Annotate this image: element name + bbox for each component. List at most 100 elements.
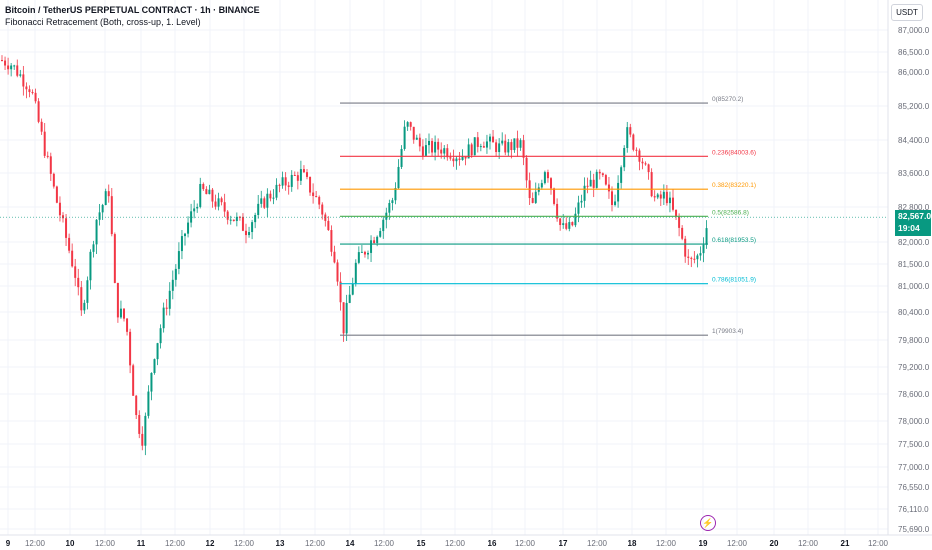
candle — [595, 169, 598, 189]
candle — [348, 285, 351, 304]
symbol-legend[interactable]: Bitcoin / TetherUS PERPETUAL CONTRACT · … — [5, 5, 260, 15]
time-tick-label: 12:00 — [234, 539, 255, 548]
candle — [83, 299, 86, 314]
candle — [312, 183, 315, 204]
candle — [309, 176, 312, 196]
candle — [644, 161, 647, 166]
time-tick-label: 12:00 — [515, 539, 536, 548]
candle — [245, 223, 247, 244]
time-tick-label: 12:00 — [587, 539, 608, 548]
candle — [443, 145, 446, 160]
candle — [598, 169, 601, 180]
fib-level[interactable]: 0.5(82586.8) — [340, 209, 749, 217]
candle — [650, 168, 653, 198]
candle — [482, 141, 485, 148]
price-tick-label: 79,200.0 — [898, 363, 930, 372]
price-tick-label: 86,500.0 — [898, 48, 930, 57]
candle — [330, 225, 333, 257]
candle — [168, 282, 171, 316]
candle — [531, 192, 534, 204]
fib-level-label: 0.382(83220.1) — [712, 182, 756, 189]
candle — [113, 232, 116, 284]
candle — [424, 138, 427, 157]
candle — [144, 412, 147, 456]
candle — [354, 259, 357, 287]
candle — [138, 410, 141, 439]
candle — [668, 191, 671, 213]
fib-level[interactable]: 0.382(83220.1) — [340, 182, 756, 190]
candle — [592, 173, 595, 198]
fib-level[interactable]: 0.618(81953.5) — [340, 237, 756, 245]
candle — [257, 194, 260, 219]
candle — [16, 59, 19, 78]
candle — [446, 144, 449, 161]
candle — [7, 57, 10, 75]
currency-button[interactable]: USDT — [891, 4, 923, 21]
candle — [52, 172, 55, 189]
candle — [116, 282, 119, 323]
candle — [458, 152, 461, 166]
candle — [696, 253, 699, 268]
time-tick-label: 11 — [137, 539, 146, 548]
candle — [626, 121, 629, 153]
candle — [89, 249, 92, 290]
candle — [455, 156, 458, 170]
candle — [437, 138, 440, 157]
lightning-icon[interactable]: ⚡ — [700, 515, 716, 531]
candle — [65, 214, 68, 246]
candle — [46, 151, 49, 159]
candle — [604, 173, 607, 186]
candle — [110, 188, 113, 237]
candle — [68, 233, 71, 254]
candle — [165, 299, 168, 316]
candle — [290, 170, 293, 192]
candle — [49, 152, 52, 181]
time-tick-label: 18 — [628, 539, 637, 548]
candle — [232, 219, 235, 222]
time-tick-label: 12:00 — [374, 539, 395, 548]
candle — [632, 133, 635, 152]
indicator-legend[interactable]: Fibonacci Retracement (Both, cross-up, 1… — [5, 17, 201, 27]
candle — [479, 143, 482, 152]
candle — [611, 186, 613, 212]
candle — [394, 182, 397, 205]
candle — [205, 186, 208, 195]
time-tick-label: 12:00 — [25, 539, 46, 548]
price-tick-label: 76,110.0 — [898, 505, 929, 514]
candle — [431, 138, 434, 157]
candle — [684, 235, 687, 263]
candle — [55, 185, 58, 204]
candle — [687, 249, 690, 266]
candle — [235, 212, 238, 227]
candle — [302, 165, 305, 173]
time-tick-label: 13 — [276, 539, 285, 548]
candle — [293, 171, 296, 176]
candle — [333, 245, 336, 264]
candle — [184, 232, 186, 246]
price-tick-label: 79,800.0 — [898, 336, 930, 345]
candle — [187, 216, 190, 238]
candle — [101, 203, 104, 221]
candle — [327, 216, 330, 231]
candle — [623, 145, 626, 172]
time-tick-label: 12:00 — [95, 539, 116, 548]
candle — [574, 207, 577, 228]
candle — [196, 203, 199, 213]
candle — [4, 56, 7, 70]
candle — [351, 277, 354, 296]
fib-level[interactable]: 0(85270.2) — [340, 96, 743, 104]
fib-level[interactable]: 0.236(84003.6) — [340, 149, 756, 157]
candle — [129, 328, 132, 374]
candle — [226, 210, 229, 225]
candle — [19, 69, 22, 78]
fib-level[interactable]: 1(79903.4) — [340, 328, 743, 336]
candle — [214, 194, 217, 210]
fib-level-label: 0.618(81953.5) — [712, 237, 756, 244]
candle — [617, 175, 620, 208]
candle — [34, 88, 37, 104]
candle — [589, 170, 592, 187]
fib-level[interactable]: 0.786(81051.9) — [340, 277, 756, 285]
candle — [95, 218, 98, 254]
candle — [22, 65, 25, 96]
